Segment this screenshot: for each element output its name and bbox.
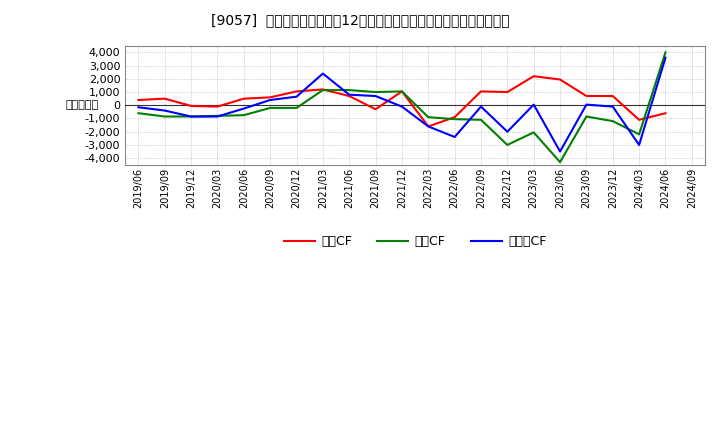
投資CF <box>292 105 301 110</box>
投資CF <box>318 88 327 93</box>
フリーCF <box>372 93 380 99</box>
投資CF <box>134 110 143 116</box>
Line: 営業CF: 営業CF <box>138 76 665 126</box>
フリーCF <box>318 71 327 76</box>
営業CF <box>266 95 274 100</box>
フリーCF <box>397 104 406 109</box>
Line: フリーCF: フリーCF <box>138 58 665 151</box>
投資CF <box>582 114 590 119</box>
投資CF <box>397 89 406 94</box>
営業CF <box>608 93 617 99</box>
投資CF <box>503 142 512 147</box>
Y-axis label: （百万円）: （百万円） <box>66 100 99 110</box>
営業CF <box>345 93 354 99</box>
フリーCF <box>240 106 248 111</box>
フリーCF <box>477 104 485 109</box>
フリーCF <box>608 104 617 109</box>
営業CF <box>292 89 301 94</box>
Legend: 営業CF, 投資CF, フリーCF: 営業CF, 投資CF, フリーCF <box>279 231 552 253</box>
フリーCF <box>635 142 644 147</box>
営業CF <box>372 106 380 112</box>
投資CF <box>345 88 354 93</box>
フリーCF <box>529 102 538 107</box>
営業CF <box>503 89 512 95</box>
営業CF <box>556 77 564 82</box>
投資CF <box>372 89 380 95</box>
フリーCF <box>292 94 301 99</box>
営業CF <box>397 89 406 94</box>
フリーCF <box>582 102 590 107</box>
投資CF <box>635 132 644 137</box>
フリーCF <box>266 97 274 103</box>
投資CF <box>186 114 195 119</box>
フリーCF <box>134 105 143 110</box>
投資CF <box>240 113 248 118</box>
フリーCF <box>424 124 433 129</box>
フリーCF <box>661 55 670 60</box>
営業CF <box>424 124 433 129</box>
営業CF <box>213 104 222 109</box>
投資CF <box>608 118 617 124</box>
投資CF <box>477 117 485 122</box>
営業CF <box>318 87 327 92</box>
Line: 投資CF: 投資CF <box>138 52 665 162</box>
Text: [9057]  キャッシュフローの12か月移動合計の対前年同期増減額の推移: [9057] キャッシュフローの12か月移動合計の対前年同期増減額の推移 <box>211 13 509 27</box>
営業CF <box>450 114 459 120</box>
営業CF <box>582 93 590 99</box>
投資CF <box>213 113 222 118</box>
営業CF <box>240 96 248 101</box>
営業CF <box>161 96 169 101</box>
投資CF <box>450 117 459 122</box>
営業CF <box>635 117 644 122</box>
営業CF <box>134 97 143 103</box>
フリーCF <box>161 108 169 113</box>
投資CF <box>266 105 274 110</box>
フリーCF <box>213 114 222 119</box>
フリーCF <box>503 129 512 134</box>
フリーCF <box>450 134 459 139</box>
投資CF <box>424 114 433 120</box>
営業CF <box>661 110 670 116</box>
営業CF <box>186 103 195 109</box>
営業CF <box>477 89 485 94</box>
フリーCF <box>556 149 564 154</box>
フリーCF <box>345 92 354 97</box>
フリーCF <box>186 114 195 119</box>
投資CF <box>161 114 169 119</box>
投資CF <box>661 50 670 55</box>
投資CF <box>529 130 538 135</box>
営業CF <box>529 73 538 79</box>
投資CF <box>556 159 564 165</box>
